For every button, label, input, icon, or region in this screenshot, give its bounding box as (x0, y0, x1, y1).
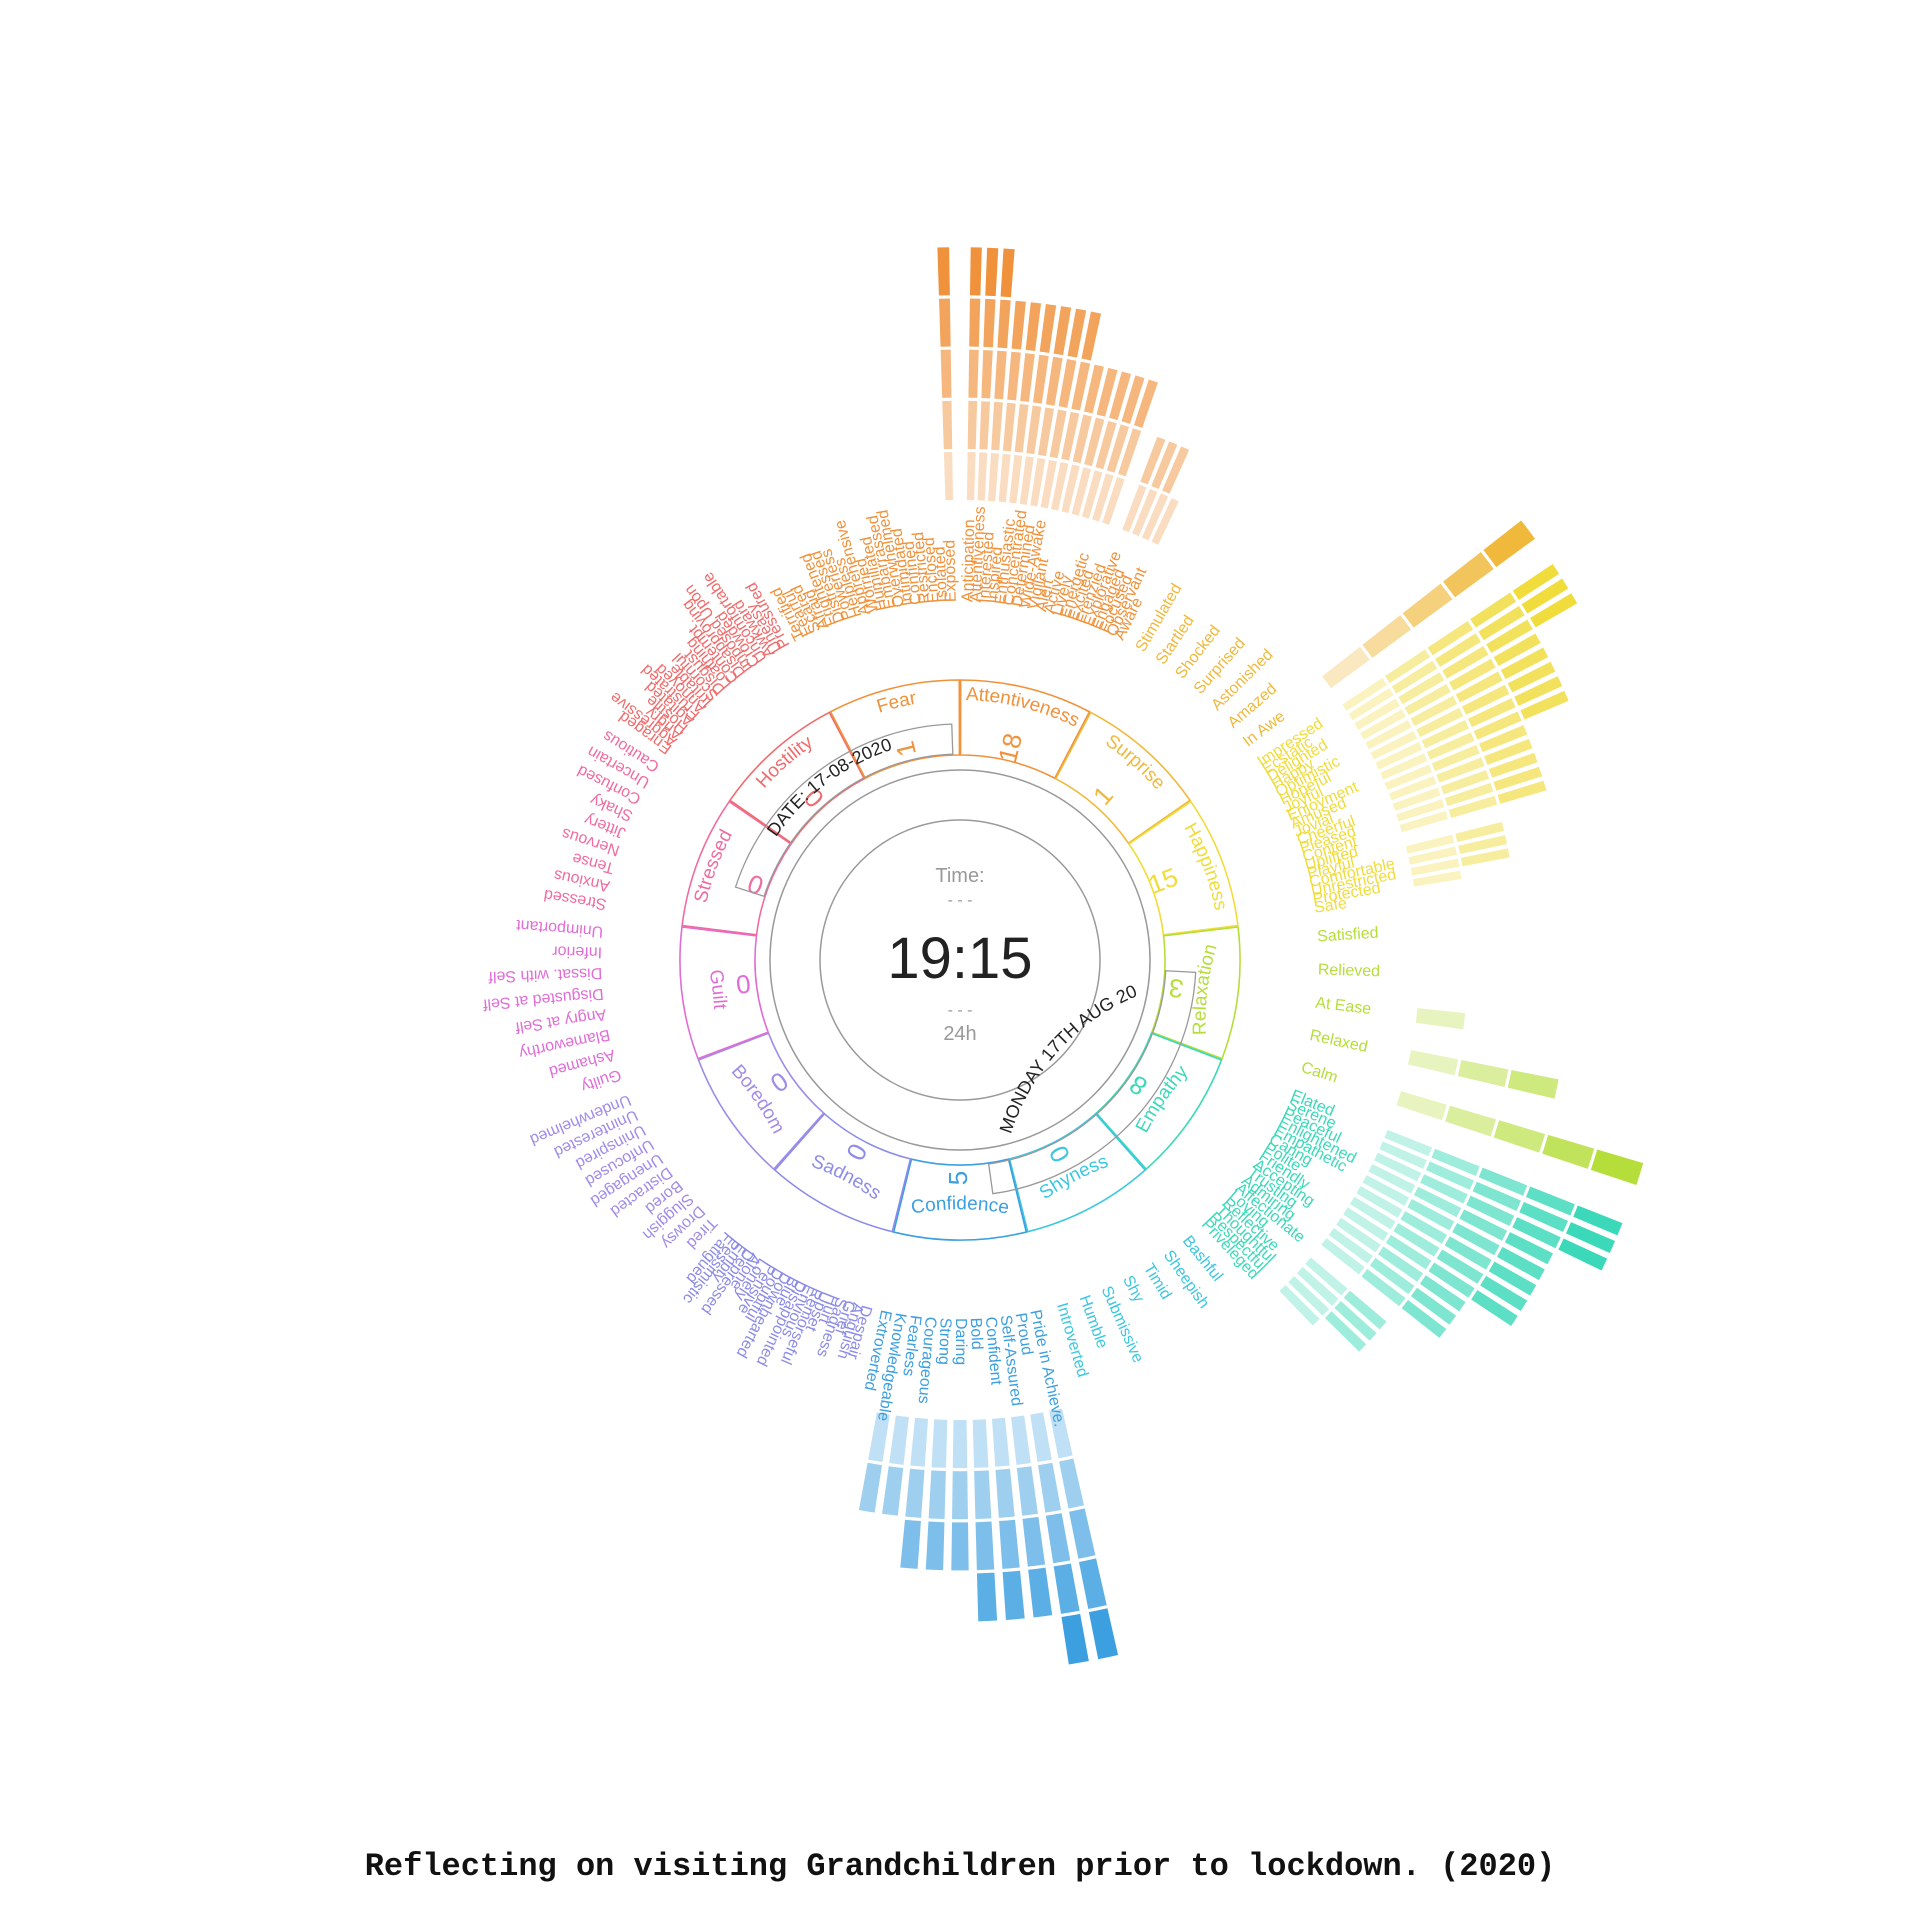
svg-text:Time:: Time: (935, 865, 984, 887)
svg-text:- - -: - - - (948, 1002, 973, 1019)
svg-text:5: 5 (943, 1171, 973, 1185)
svg-text:19:15: 19:15 (887, 926, 1032, 991)
svg-text:Inferior: Inferior (551, 942, 602, 960)
svg-text:Exposed: Exposed (941, 540, 959, 603)
svg-text:Reflecting on visiting Grandch: Reflecting on visiting Grandchildren pri… (365, 1848, 1556, 1885)
svg-text:Relieved: Relieved (1318, 961, 1381, 980)
svg-text:24h: 24h (943, 1023, 976, 1045)
svg-text:- - -: - - - (948, 892, 973, 909)
